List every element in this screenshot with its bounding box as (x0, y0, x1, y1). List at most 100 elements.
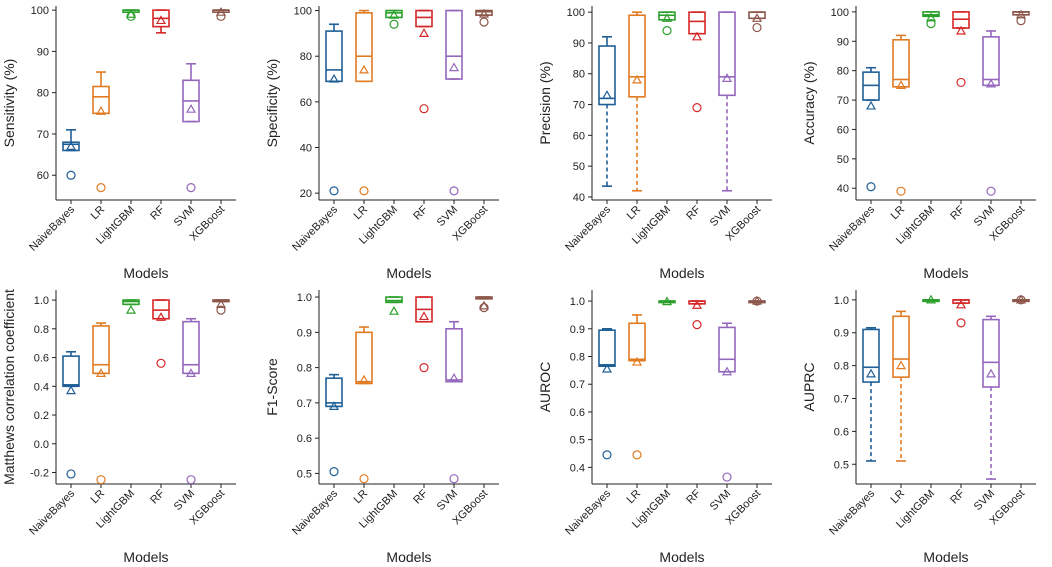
x-tick-label: LR (889, 488, 907, 506)
outlier-point (1016, 16, 1026, 26)
x-tick-label: LR (89, 488, 107, 506)
y-axis-label: Accuracy (%) (801, 61, 817, 144)
x-tick-label: RF (411, 487, 430, 506)
y-tick-label: 0.9 (570, 324, 585, 336)
box-body (982, 318, 1000, 388)
mean-marker (185, 368, 197, 377)
mean-marker (125, 304, 137, 314)
y-tick-label: 90 (837, 36, 849, 48)
mean-marker (65, 141, 77, 150)
box-body (355, 12, 373, 83)
box-SVM (182, 317, 200, 485)
outlier-point (216, 11, 226, 21)
box-NaiveBayes (62, 350, 80, 479)
outlier-point (479, 17, 489, 27)
box-LightGBM (385, 9, 403, 29)
outlier-point (329, 186, 339, 196)
panel-5: -0.2 0.0 0.2 0.4 0.6 0.8 1.0 Matthews correlati… (1, 289, 236, 565)
x-tick-label: NaiveBayes (290, 487, 340, 537)
mean-marker (478, 300, 490, 310)
x-axis-label: Models (923, 265, 968, 281)
x-tick-label: RF (411, 203, 430, 222)
y-tick-label: 100 (31, 5, 49, 17)
y-tick-label: 70 (573, 100, 585, 112)
y-tick-label: 50 (573, 161, 585, 173)
y-tick-label: 100 (294, 6, 312, 18)
y-tick-label: 80 (837, 66, 849, 78)
outlier-point (96, 183, 106, 193)
mean-marker (895, 80, 907, 89)
y-axis-label: AUPRC (801, 362, 817, 411)
y-tick-label: 60 (37, 170, 49, 182)
y-tick-label: 0.6 (297, 433, 312, 445)
y-tick-label: 0.4 (570, 462, 585, 474)
mean-marker (328, 401, 340, 410)
box-NaiveBayes (598, 327, 616, 460)
x-tick-label: NaiveBayes (563, 487, 613, 537)
outlier-point (896, 186, 906, 196)
box-XGBoost (475, 296, 493, 313)
box-NaiveBayes (862, 66, 880, 192)
outlier-point (66, 170, 76, 180)
outlier-point (186, 183, 196, 193)
outlier-point (986, 186, 996, 196)
x-tick-label: LR (625, 488, 643, 506)
box-body (892, 315, 910, 378)
outlier-point (926, 19, 936, 29)
box-LightGBM (658, 11, 676, 36)
box-LR (92, 322, 110, 485)
mean-marker (985, 368, 997, 378)
x-tick-label: RF (948, 487, 967, 506)
outlier-point (602, 450, 612, 460)
box-LR (92, 71, 110, 193)
panel-3: 40 50 60 70 80 90 100 Precision (%) NaiveBayes LR… (537, 6, 772, 281)
box-body (385, 296, 403, 304)
box-XGBoost (212, 299, 230, 315)
x-tick-label: SVM (435, 204, 460, 229)
x-tick-label: RF (684, 487, 703, 506)
box-body (628, 322, 646, 362)
mean-marker (358, 374, 370, 384)
mean-marker (601, 363, 613, 373)
outlier-point (662, 26, 672, 36)
y-tick-label: 80 (573, 69, 585, 81)
box-body (325, 377, 343, 408)
outlier-point (186, 475, 196, 485)
y-tick-label: 90 (37, 46, 49, 58)
box-LightGBM (658, 296, 676, 306)
x-tick-label: SVM (172, 204, 197, 229)
box-NaiveBayes (862, 327, 880, 462)
mean-marker (1015, 9, 1027, 19)
mean-marker (955, 25, 967, 35)
outlier-point (126, 11, 136, 21)
mean-marker (448, 372, 460, 382)
mean-marker (215, 299, 227, 308)
box-LightGBM (385, 296, 403, 315)
mean-marker (631, 356, 643, 366)
outlier-point (359, 186, 369, 196)
outlier-point (479, 303, 489, 313)
box-body (718, 11, 736, 97)
box-body (182, 320, 200, 375)
y-tick-label: 0.4 (34, 381, 49, 393)
y-tick-label: 1.0 (570, 296, 585, 308)
x-tick-label: NaiveBayes (563, 203, 613, 253)
y-tick-label: 60 (837, 124, 849, 136)
y-axis-label: Sensitivity (%) (1, 59, 17, 148)
box-body (415, 9, 433, 28)
x-axis-label: Models (386, 549, 431, 562)
y-tick-label: 0.6 (570, 407, 585, 419)
x-axis-label: Models (659, 549, 704, 562)
mean-marker (388, 9, 400, 19)
box-RF (152, 9, 170, 34)
box-XGBoost (1012, 294, 1030, 305)
y-tick-label: 0.9 (834, 328, 849, 340)
outlier-point (632, 450, 642, 460)
mean-marker (601, 90, 613, 99)
mean-marker (155, 312, 167, 321)
mean-marker (751, 295, 763, 305)
mean-marker (448, 62, 460, 72)
